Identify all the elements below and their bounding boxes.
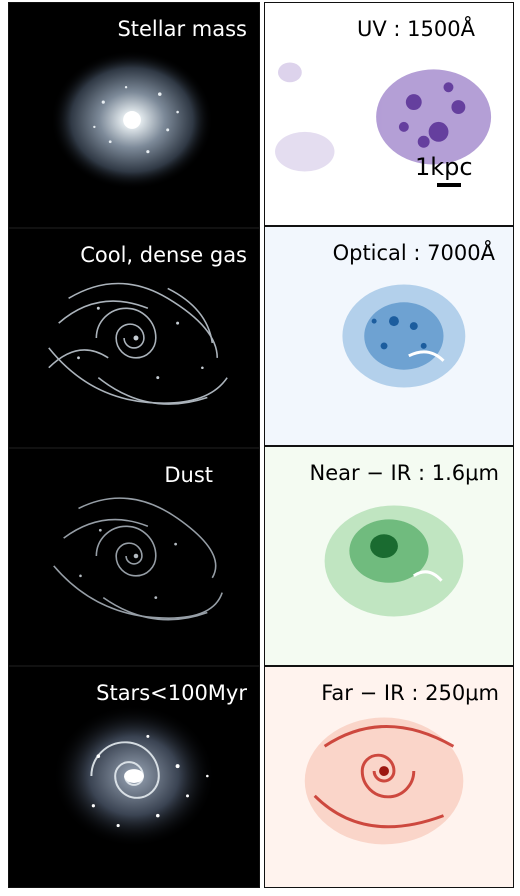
stellar-mass-image <box>50 50 214 190</box>
uv-label: UV : 1500Å <box>357 17 475 41</box>
far-ir-image <box>304 717 464 845</box>
uv-image <box>275 62 492 172</box>
dust-label: Dust <box>164 463 213 487</box>
cool-dense-gas-panel: Cool, dense gas <box>8 228 260 448</box>
optical-image <box>342 284 466 388</box>
optical-label: Optical : 7000Å <box>332 241 495 265</box>
dust-image <box>53 497 223 621</box>
uv-panel: UV : 1500Å 1kpc <box>264 2 514 226</box>
young-stars-label: Stars<100Myr <box>96 681 247 705</box>
far-ir-label: Far − IR : 250μm <box>321 681 499 705</box>
scale-bar: 1kpc <box>415 153 473 187</box>
optical-panel: Optical : 7000Å <box>264 226 514 446</box>
stellar-mass-panel: Stellar mass <box>8 2 260 228</box>
scale-bar-line <box>437 183 461 187</box>
stellar-mass-label: Stellar mass <box>117 17 247 41</box>
young-stars-panel: Stars<100Myr <box>8 666 260 888</box>
near-ir-label: Near − IR : 1.6μm <box>309 461 499 485</box>
near-ir-image <box>324 505 464 617</box>
scale-bar-label: 1kpc <box>415 153 473 181</box>
cool-dense-gas-image <box>48 282 228 405</box>
far-ir-panel: Far − IR : 250μm <box>264 666 514 888</box>
cool-dense-gas-label: Cool, dense gas <box>80 243 247 267</box>
young-stars-image <box>52 704 216 848</box>
near-ir-panel: Near − IR : 1.6μm <box>264 446 514 666</box>
dust-panel: Dust <box>8 448 260 666</box>
